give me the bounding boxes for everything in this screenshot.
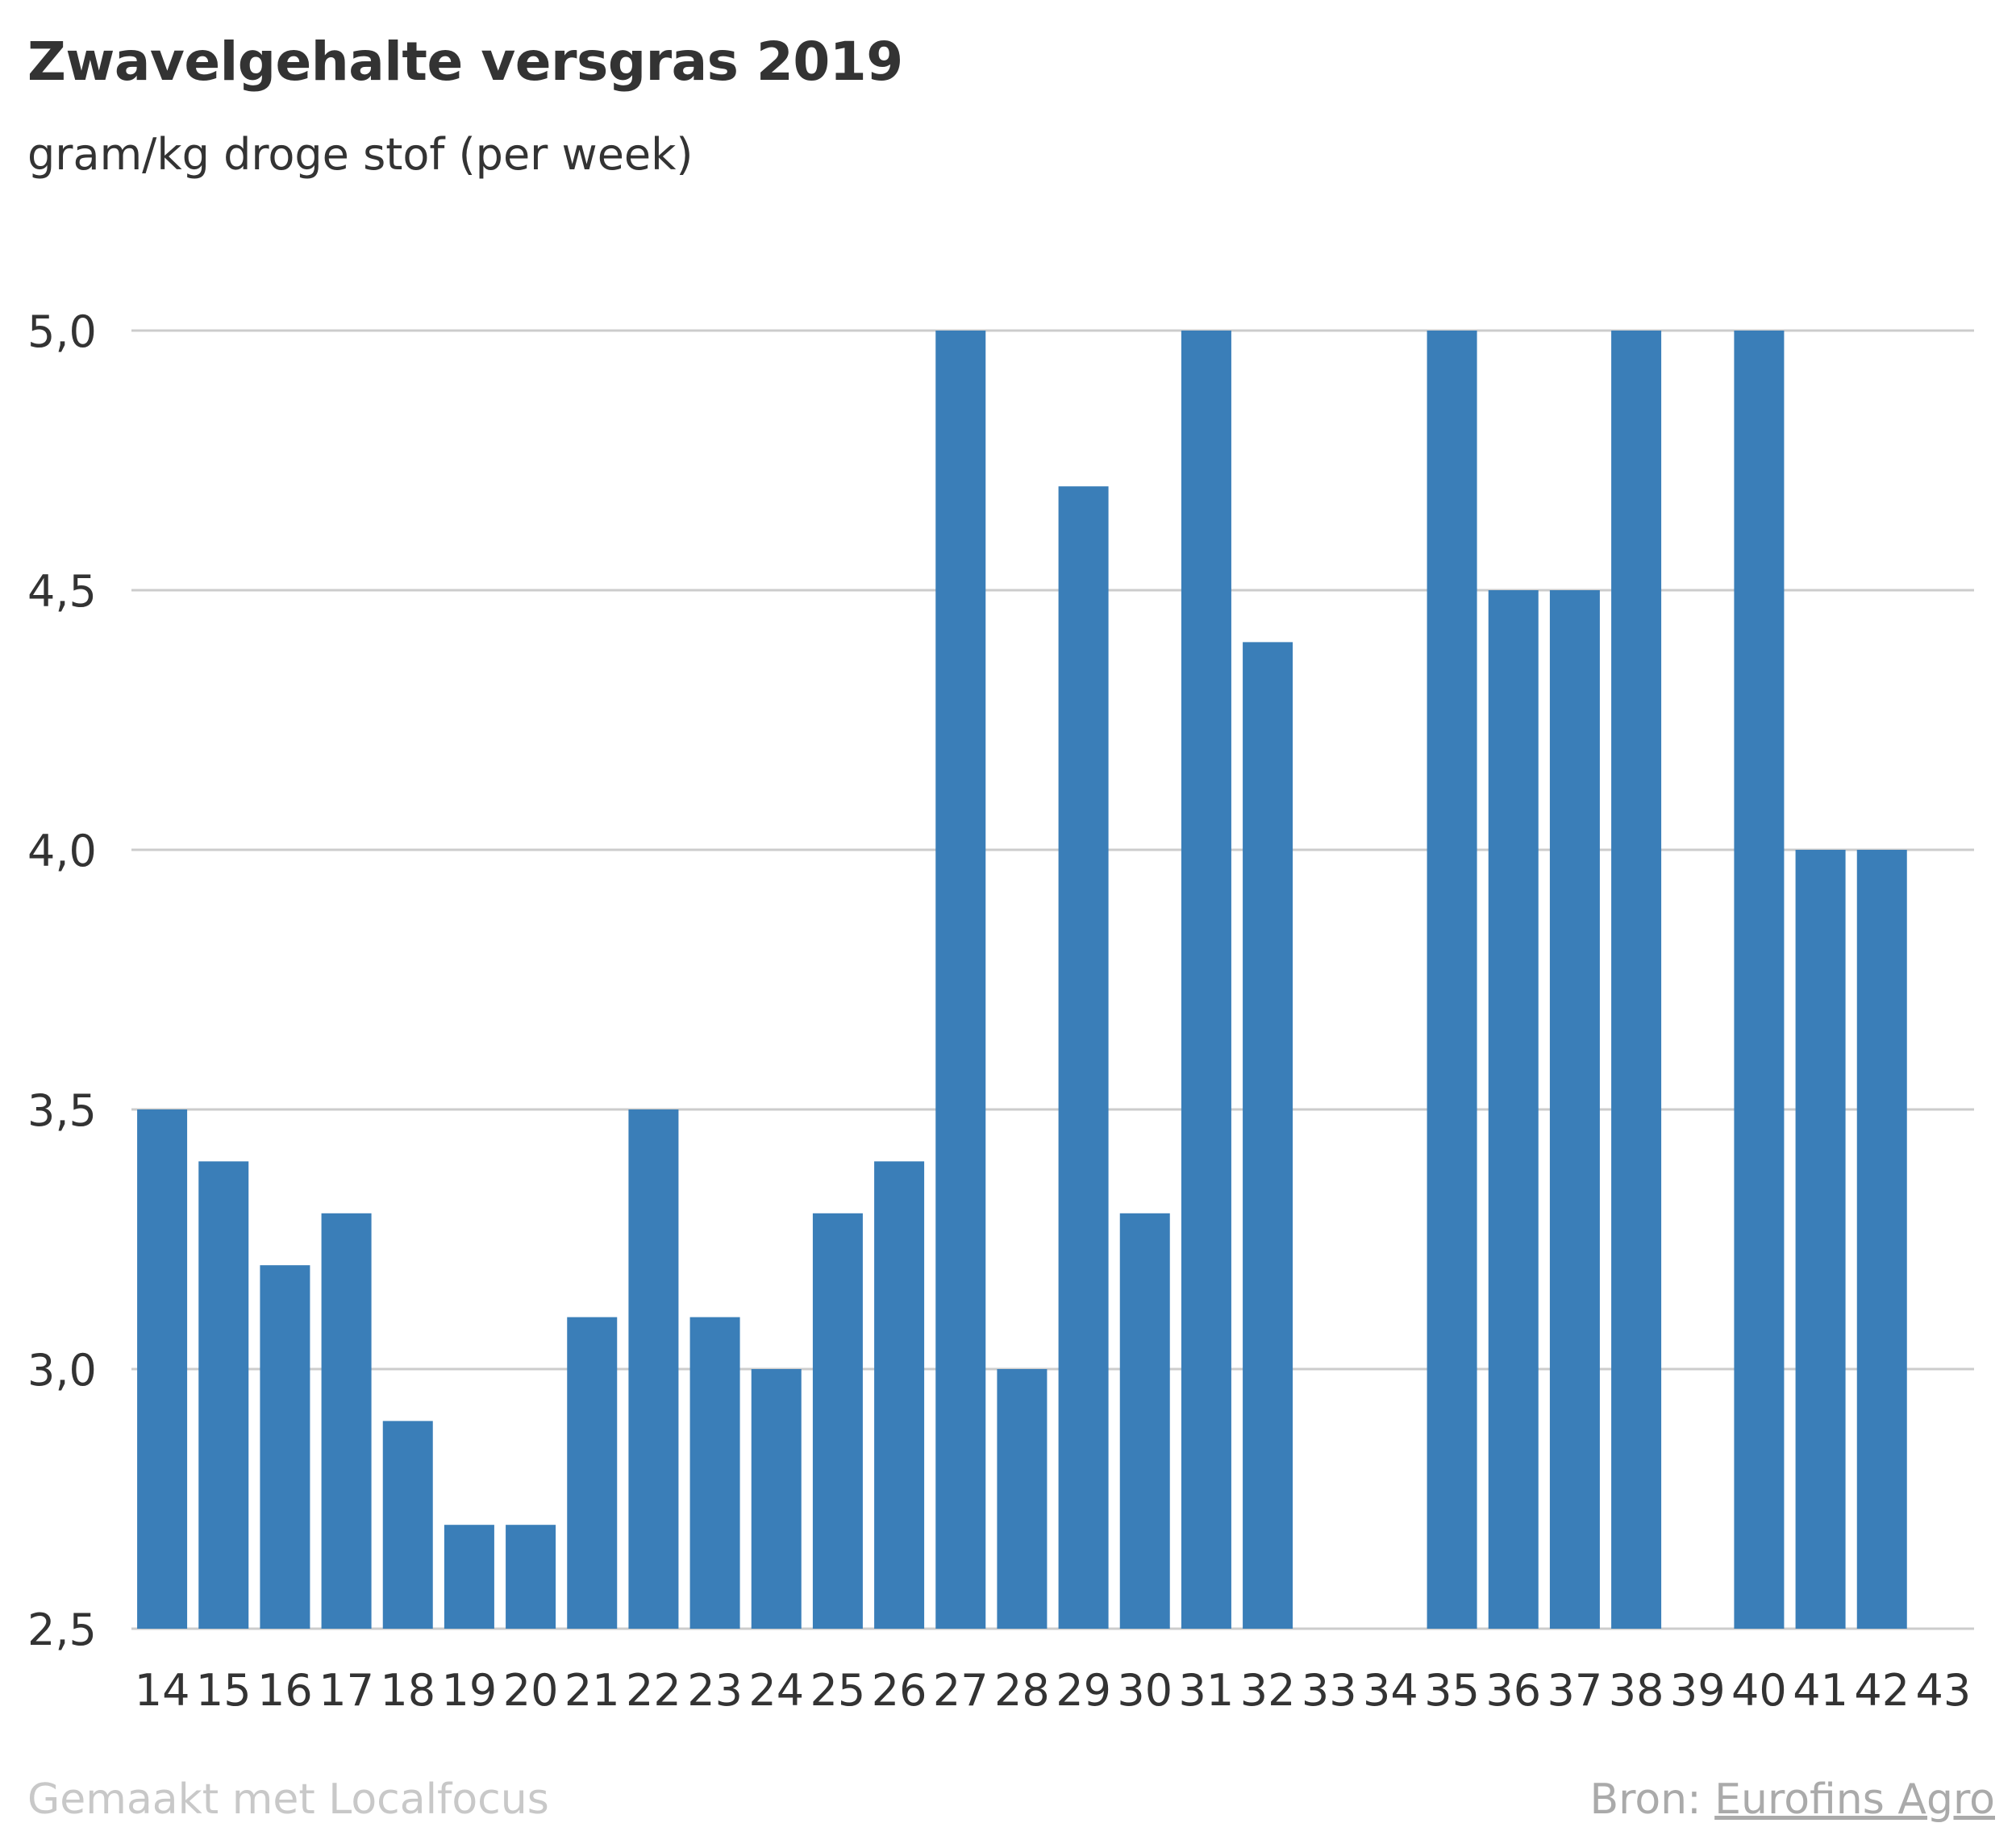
x-tick-label: 24 [748, 1665, 804, 1716]
y-tick-label: 2,5 [27, 1605, 97, 1655]
grid-lines [131, 329, 1974, 1630]
bar-week-18[interactable] [382, 1421, 433, 1629]
bar-week-17[interactable] [321, 1213, 372, 1629]
bar-week-21[interactable] [567, 1317, 618, 1629]
bars [137, 331, 1907, 1629]
bar-week-14[interactable] [137, 1109, 188, 1629]
x-tick-label: 35 [1424, 1665, 1480, 1716]
x-tick-label: 38 [1609, 1665, 1664, 1716]
source-credit: Bron: Eurofins Agro [1589, 1775, 1995, 1824]
bar-week-30[interactable] [1119, 1213, 1170, 1629]
x-axis-tick-labels: 14 15 16 17 18 19 20 21 22 23 24 25 26 27 28 29 30 31 32 33… [135, 1665, 1972, 1716]
x-tick-label: 30 [1117, 1665, 1173, 1716]
bar-week-15[interactable] [198, 1161, 249, 1629]
bar-week-35[interactable] [1427, 331, 1477, 1629]
chart-subtitle: gram/kg droge stof (per week) [27, 129, 694, 180]
bar-week-25[interactable] [812, 1213, 863, 1629]
x-tick-label: 16 [257, 1665, 313, 1716]
x-tick-label: 27 [933, 1665, 989, 1716]
x-tick-label: 28 [994, 1665, 1050, 1716]
y-tick-label: 3,0 [27, 1345, 97, 1396]
bar-week-29[interactable] [1058, 486, 1109, 1629]
x-tick-label: 18 [380, 1665, 435, 1716]
x-tick-label: 26 [872, 1665, 927, 1716]
bar-week-31[interactable] [1181, 331, 1231, 1629]
x-tick-label: 14 [135, 1665, 190, 1716]
x-tick-label: 40 [1731, 1665, 1787, 1716]
bar-week-27[interactable] [935, 331, 986, 1629]
y-tick-label: 5,0 [27, 306, 97, 357]
bar-week-22[interactable] [628, 1109, 679, 1629]
x-tick-label: 32 [1240, 1665, 1296, 1716]
bar-week-36[interactable] [1488, 590, 1539, 1629]
x-tick-label: 23 [687, 1665, 743, 1716]
bar-week-38[interactable] [1611, 331, 1662, 1629]
x-tick-label: 31 [1179, 1665, 1235, 1716]
bar-week-41[interactable] [1795, 850, 1846, 1629]
bar-week-28[interactable] [997, 1369, 1048, 1629]
bar-week-40[interactable] [1734, 331, 1785, 1629]
x-tick-label: 39 [1670, 1665, 1726, 1716]
bar-week-16[interactable] [260, 1265, 310, 1629]
bar-week-37[interactable] [1549, 590, 1600, 1629]
bar-week-20[interactable] [506, 1525, 556, 1629]
y-tick-label: 4,5 [27, 566, 97, 617]
y-axis-tick-labels: 2,5 3,0 3,5 4,0 4,5 5,0 [27, 306, 97, 1655]
x-tick-label: 33 [1302, 1665, 1357, 1716]
x-tick-label: 43 [1916, 1665, 1972, 1716]
x-tick-label: 42 [1854, 1665, 1910, 1716]
bar-week-32[interactable] [1243, 642, 1293, 1629]
x-tick-label: 34 [1363, 1665, 1418, 1716]
x-tick-label: 29 [1056, 1665, 1111, 1716]
x-tick-label: 36 [1485, 1665, 1541, 1716]
x-tick-label: 22 [626, 1665, 681, 1716]
bar-week-26[interactable] [874, 1161, 925, 1629]
x-tick-label: 17 [319, 1665, 374, 1716]
y-tick-label: 4,0 [27, 826, 97, 876]
made-with-credit: Gemaakt met Localfocus [27, 1775, 549, 1824]
bar-week-19[interactable] [444, 1525, 494, 1629]
x-tick-label: 37 [1547, 1665, 1603, 1716]
source-link[interactable]: Eurofins Agro [1714, 1775, 1995, 1824]
x-tick-label: 19 [442, 1665, 498, 1716]
bar-week-24[interactable] [751, 1369, 802, 1629]
chart-title: Zwavelgehalte versgras 2019 [27, 31, 903, 93]
x-tick-label: 25 [810, 1665, 866, 1716]
bar-week-23[interactable] [689, 1317, 740, 1629]
x-tick-label: 20 [503, 1665, 559, 1716]
bar-week-42[interactable] [1856, 850, 1907, 1629]
source-label: Bron: [1589, 1775, 1702, 1824]
x-tick-label: 21 [564, 1665, 620, 1716]
x-tick-label: 41 [1793, 1665, 1848, 1716]
y-tick-label: 3,5 [27, 1085, 97, 1136]
x-tick-label: 15 [196, 1665, 252, 1716]
